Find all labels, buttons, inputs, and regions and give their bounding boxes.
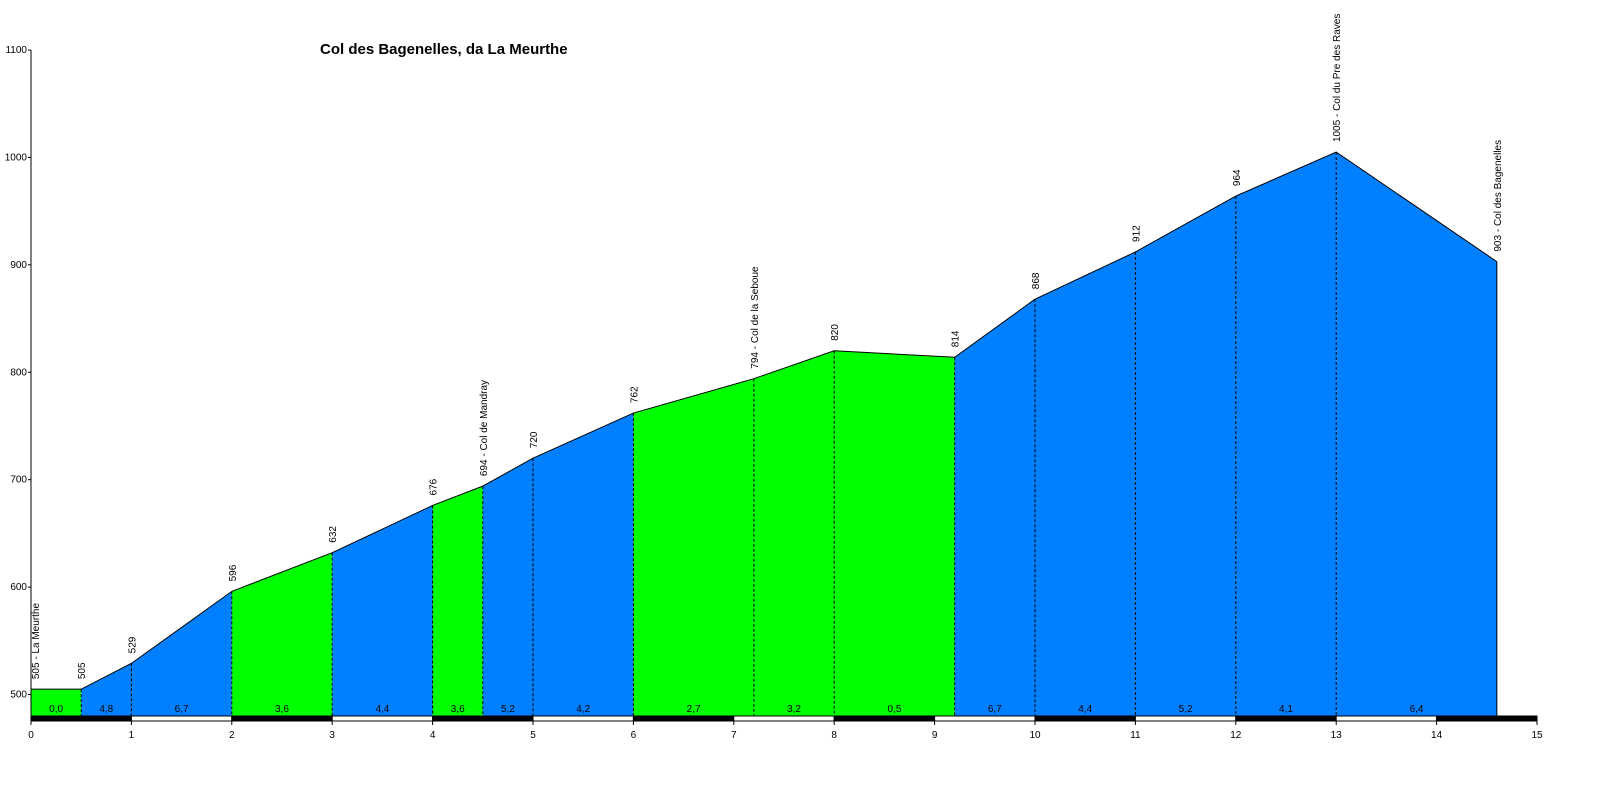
gradient-label-3: 3,6 <box>275 704 289 715</box>
segment-fill-7 <box>533 413 634 716</box>
y-tick-label-1: 600 <box>10 582 27 593</box>
x-tick-label-13: 13 <box>1331 730 1343 741</box>
segment-fill-9 <box>753 350 835 716</box>
gradient-label-4: 4,4 <box>375 704 389 715</box>
point-label-14: 964 <box>1232 169 1243 186</box>
x-tick-label-2: 2 <box>229 730 235 741</box>
gradient-label-13: 5,2 <box>1179 704 1193 715</box>
x-tick-label-10: 10 <box>1029 730 1041 741</box>
x-tick-label-9: 9 <box>932 730 938 741</box>
gradient-label-11: 6,7 <box>988 704 1002 715</box>
point-labels: 505 - La Meurthe 505 529 596 632 676 694 - Col… <box>31 14 1504 680</box>
y-tick-label-4: 900 <box>10 260 27 271</box>
km-block-3 <box>331 715 434 722</box>
gradient-label-12: 4,4 <box>1078 704 1092 715</box>
chart-title: Col des Bagenelles, da La Meurthe <box>320 41 568 58</box>
point-label-7: 720 <box>529 431 540 448</box>
y-tick-label-5: 1000 <box>5 152 28 163</box>
x-tick-label-5: 5 <box>530 730 536 741</box>
segment-fill-3 <box>231 552 333 716</box>
km-block-2 <box>231 715 333 722</box>
segment-fill-14 <box>1235 152 1337 716</box>
gradient-label-2: 6,7 <box>175 704 189 715</box>
point-label-0: 505 - La Meurthe <box>31 603 42 680</box>
y-tick-label-0: 500 <box>10 690 27 701</box>
point-label-13: 912 <box>1131 225 1142 242</box>
point-label-9: 794 - Col de la Seboue <box>750 266 761 369</box>
gradient-label-8: 2,7 <box>687 704 701 715</box>
y-tick-label-3: 800 <box>10 367 27 378</box>
distance-bar <box>30 715 1538 722</box>
km-block-13 <box>1335 715 1438 722</box>
km-block-11 <box>1134 715 1237 722</box>
segment-fill-11 <box>954 299 1035 716</box>
gradient-label-5: 3,6 <box>451 704 465 715</box>
km-block-6 <box>632 715 735 722</box>
gradient-label-15: 6,4 <box>1410 704 1424 715</box>
gradient-label-9: 3,2 <box>787 704 801 715</box>
gradient-label-1: 4,8 <box>99 704 113 715</box>
point-label-1: 505 <box>77 662 88 679</box>
km-block-5 <box>532 715 634 722</box>
x-tick-label-11: 11 <box>1130 730 1141 741</box>
point-label-10: 820 <box>830 324 841 341</box>
x-tick-label-15: 15 <box>1531 730 1543 741</box>
point-label-8: 762 <box>629 386 640 403</box>
gradient-label-10: 0,5 <box>887 704 901 715</box>
x-tick-label-8: 8 <box>831 730 837 741</box>
km-block-12 <box>1235 715 1337 722</box>
gradient-label-0: 0,0 <box>49 704 63 715</box>
segment-fill-2 <box>131 591 232 716</box>
gradient-label-14: 4,1 <box>1279 704 1293 715</box>
profile-outline <box>31 151 1498 716</box>
y-tick-label-2: 700 <box>10 475 27 486</box>
km-block-8 <box>833 715 936 722</box>
x-tick-label-3: 3 <box>329 730 335 741</box>
point-label-15: 1005 - Col du Pre des Raves <box>1332 14 1343 142</box>
x-tick-label-0: 0 <box>28 730 34 741</box>
segment-fill-15 <box>1336 152 1497 716</box>
y-tick-label-6: 1100 <box>5 45 27 56</box>
gradient-labels: 0,0 4,8 6,7 3,6 4,4 3,6 5,2 4,2 2,7 3,2 0,5 6,7 4,4 5… <box>49 704 1424 715</box>
x-tick-label-12: 12 <box>1230 730 1242 741</box>
km-block-1 <box>130 715 233 722</box>
segment-fill-13 <box>1135 196 1236 716</box>
km-block-0 <box>30 715 132 722</box>
km-block-9 <box>934 715 1036 722</box>
profile-line <box>31 151 1498 690</box>
point-label-5: 676 <box>429 478 440 495</box>
segment-fill-8 <box>633 378 754 716</box>
segment-fill-5 <box>432 486 483 716</box>
km-block-10 <box>1034 715 1136 722</box>
segment-fill-10 <box>834 350 955 716</box>
segment-fill-0 <box>31 689 82 716</box>
point-label-11: 814 <box>951 330 962 347</box>
x-tick-label-4: 4 <box>430 730 436 741</box>
gradient-label-6: 5,2 <box>501 704 515 715</box>
point-label-16: 903 - Col des Bagenelles <box>1493 140 1504 252</box>
point-label-3: 596 <box>228 564 239 581</box>
point-label-2: 529 <box>127 636 138 653</box>
segment-fill-4 <box>332 505 433 716</box>
point-label-6: 694 - Col de Mandray <box>479 380 490 476</box>
segment-fill-12 <box>1035 251 1136 716</box>
km-block-4 <box>432 715 534 722</box>
km-block-7 <box>733 715 835 722</box>
segment-dividers <box>80 152 1337 716</box>
x-tick-label-1: 1 <box>129 730 135 741</box>
gradient-label-7: 4,2 <box>576 704 590 715</box>
x-tick-label-14: 14 <box>1431 730 1443 741</box>
point-label-4: 632 <box>328 526 339 543</box>
segment-fill-1 <box>81 663 132 716</box>
point-label-12: 868 <box>1031 272 1042 289</box>
segment-fill-6 <box>482 458 533 716</box>
x-tick-label-6: 6 <box>631 730 637 741</box>
km-block-14 <box>1436 715 1538 722</box>
x-tick-label-7: 7 <box>731 730 737 741</box>
profile-segments <box>31 152 1497 716</box>
